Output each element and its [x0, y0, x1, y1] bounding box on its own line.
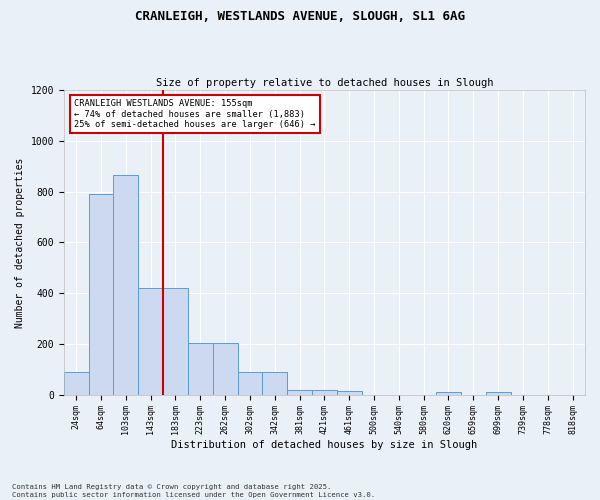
Bar	[436, 392, 461, 394]
Bar	[163, 288, 188, 395]
Text: Contains HM Land Registry data © Crown copyright and database right 2025.
Contai: Contains HM Land Registry data © Crown c…	[12, 484, 375, 498]
Bar	[238, 372, 262, 394]
Y-axis label: Number of detached properties: Number of detached properties	[15, 158, 25, 328]
Text: CRANLEIGH WESTLANDS AVENUE: 155sqm
← 74% of detached houses are smaller (1,883)
: CRANLEIGH WESTLANDS AVENUE: 155sqm ← 74%…	[74, 100, 316, 129]
Title: Size of property relative to detached houses in Slough: Size of property relative to detached ho…	[155, 78, 493, 88]
Bar	[312, 390, 337, 394]
Bar	[212, 342, 238, 394]
Bar	[89, 194, 113, 394]
Text: CRANLEIGH, WESTLANDS AVENUE, SLOUGH, SL1 6AG: CRANLEIGH, WESTLANDS AVENUE, SLOUGH, SL1…	[135, 10, 465, 23]
Bar	[337, 391, 362, 394]
Bar	[287, 390, 312, 394]
Bar	[188, 342, 212, 394]
Bar	[113, 175, 138, 394]
Bar	[262, 372, 287, 394]
Bar	[138, 288, 163, 395]
Bar	[64, 372, 89, 394]
Bar	[486, 392, 511, 394]
X-axis label: Distribution of detached houses by size in Slough: Distribution of detached houses by size …	[171, 440, 478, 450]
